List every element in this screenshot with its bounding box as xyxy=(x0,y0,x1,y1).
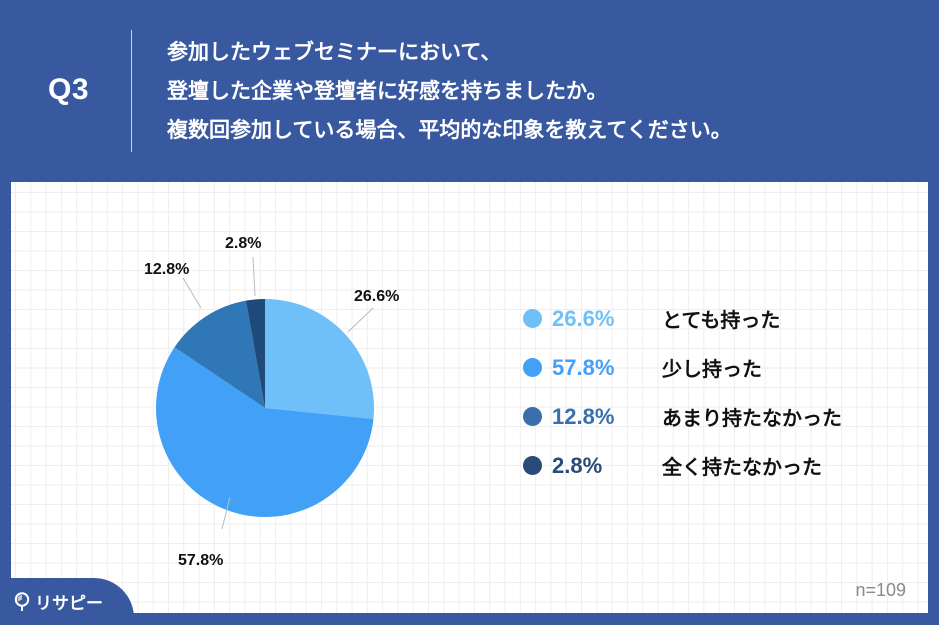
pie-slice-not-much xyxy=(174,300,265,408)
pie-chart xyxy=(155,256,374,530)
legend-percent: 12.8% xyxy=(552,403,615,429)
leader-line-2 xyxy=(221,496,231,530)
legend-dot-icon xyxy=(523,309,542,328)
sample-size: n=109 xyxy=(855,580,906,600)
map-pin-icon xyxy=(14,591,30,611)
slice-label-very: 26.6% xyxy=(354,288,400,305)
brand-name: リサピー xyxy=(35,594,103,614)
legend-item: 26.6% とても持った xyxy=(523,294,842,343)
question-line-1: 参加したウェブセミナーにおいて、 xyxy=(167,40,502,64)
legend-dot-icon xyxy=(523,407,542,426)
leader-line-4 xyxy=(252,256,256,297)
question-header: Q3 参加したウェブセミナーにおいて、 登壇した企業や登壇者に好感を持ちましたか… xyxy=(0,0,939,182)
legend-item: 2.8% 全く持たなかった xyxy=(523,441,842,490)
pie-slice-somewhat xyxy=(155,347,374,517)
legend-percent: 57.8% xyxy=(552,354,615,380)
chart-card: 26.6% 57.8% 12.8% 2.8% 26.6% とても持った 57.8… xyxy=(11,182,928,613)
legend-percent: 26.6% xyxy=(552,305,615,331)
question-line-2: 登壇した企業や登壇者に好感を持ちましたか。 xyxy=(167,79,608,103)
brand-logo: リサピー xyxy=(14,589,103,614)
legend-label: 少し持った xyxy=(662,357,762,381)
legend-item: 57.8% 少し持った xyxy=(523,343,842,392)
question-line-3: 複数回参加している場合、平均的な印象を教えてください。 xyxy=(167,118,732,142)
leader-line-3 xyxy=(182,277,202,309)
legend-label: あまり持たなかった xyxy=(662,406,842,430)
slice-label-not-at-all: 2.8% xyxy=(225,235,262,252)
pie-slice-very xyxy=(265,299,374,419)
slice-label-not-much: 12.8% xyxy=(144,261,190,278)
leader-line-1 xyxy=(347,307,374,333)
legend-label: 全く持たなかった xyxy=(662,455,822,479)
question-number: Q3 xyxy=(48,73,90,106)
question-text: 参加したウェブセミナーにおいて、 登壇した企業や登壇者に好感を持ちましたか。 複… xyxy=(167,33,732,150)
legend-dot-icon xyxy=(523,456,542,475)
leader-lines xyxy=(182,256,374,530)
legend-dot-icon xyxy=(523,358,542,377)
slice-label-somewhat: 57.8% xyxy=(178,552,224,569)
pie-slice-not-at-all xyxy=(245,299,265,408)
chart-legend: 26.6% とても持った 57.8% 少し持った 12.8% あまり持たなかった… xyxy=(523,294,842,490)
legend-item: 12.8% あまり持たなかった xyxy=(523,392,842,441)
legend-label: とても持った xyxy=(662,308,781,332)
legend-percent: 2.8% xyxy=(552,452,603,478)
header-divider xyxy=(131,30,132,152)
brand-tab xyxy=(0,578,134,625)
